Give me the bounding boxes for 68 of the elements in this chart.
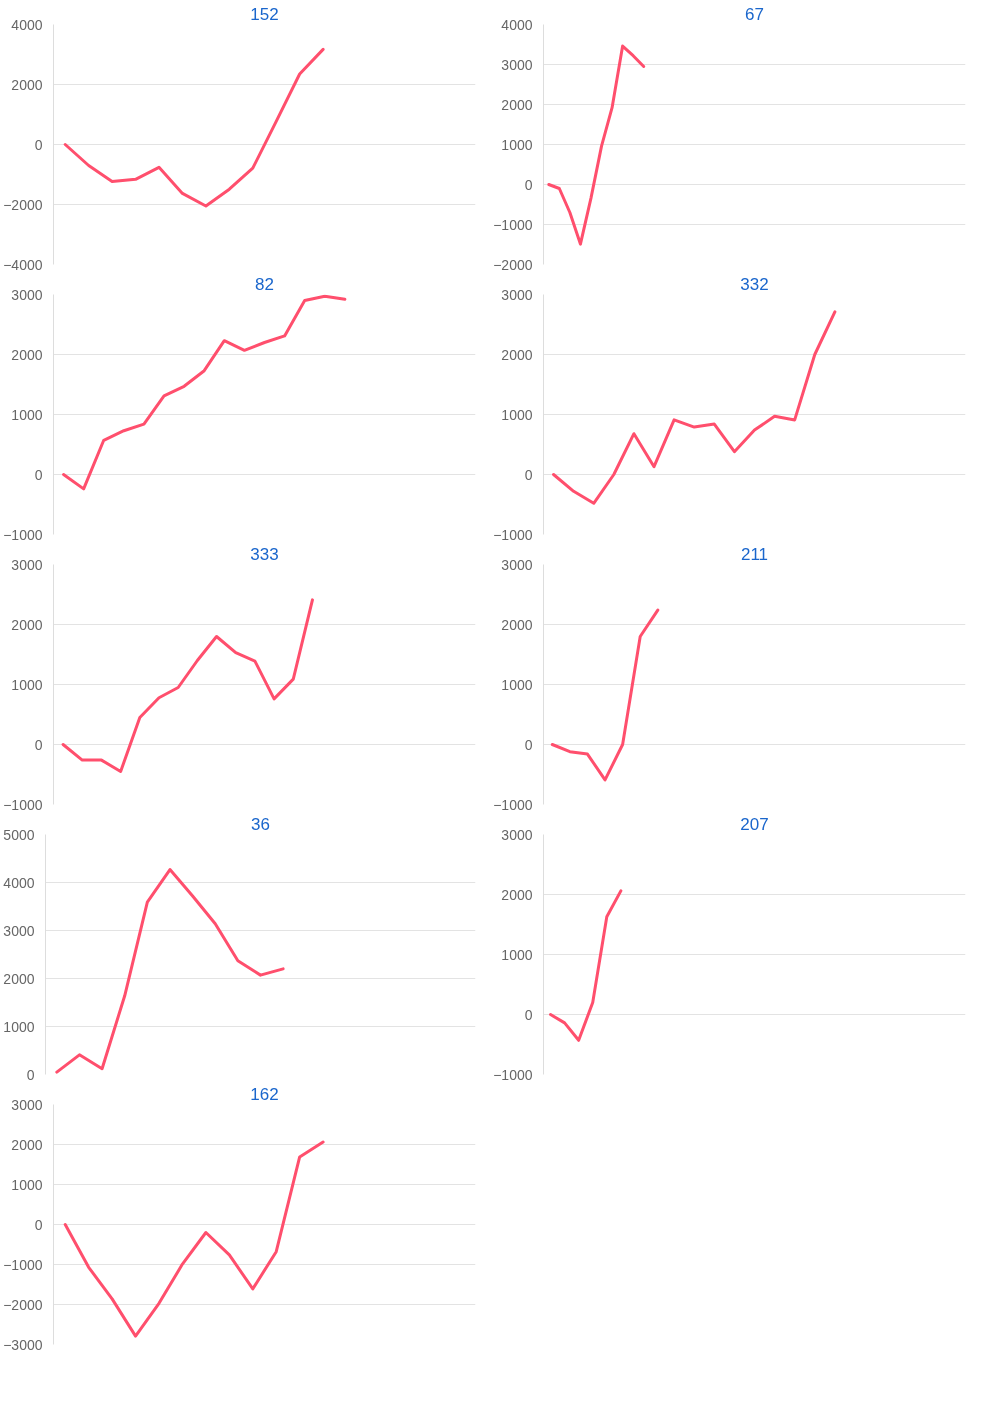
y-tick-label: −2000 [493,256,533,273]
y-tick-label: −4000 [3,256,43,273]
y-tick-label: 2000 [11,76,43,93]
y-tick-label: 0 [524,736,533,753]
y-tick-label: 3000 [11,286,43,303]
chart-title: 82 [255,274,274,294]
y-tick-label: 1000 [3,1018,35,1035]
line-series [63,47,325,208]
y-tick-label: −1000 [3,526,43,543]
y-tick-label: 3000 [501,826,533,843]
line-series [55,868,285,1074]
chart-title: 162 [250,1084,279,1104]
y-tick-label: 0 [34,1216,43,1233]
y-tick-label: 1000 [501,406,533,423]
line-series [552,310,837,505]
y-tick-label: 2000 [501,96,533,113]
chart-title: 211 [740,544,769,564]
y-tick-label: 1000 [501,946,533,963]
y-tick-label: 3000 [501,556,533,573]
y-tick-label: 3000 [501,286,533,303]
y-tick-label: −1000 [493,796,533,813]
y-tick-label: 2000 [11,616,43,633]
y-tick-label: 0 [34,736,43,753]
y-tick-label: 4000 [501,16,533,33]
y-tick-label: −2000 [3,1296,43,1313]
y-tick-label: 1000 [501,676,533,693]
y-tick-label: 3000 [501,56,533,73]
y-tick-label: 2000 [501,616,533,633]
line-series [549,889,623,1042]
y-tick-label: 0 [524,176,533,193]
y-tick-label: 1000 [11,1176,43,1193]
y-tick-label: 0 [26,1066,35,1083]
chart-title: 67 [745,4,764,24]
line-series [61,598,314,773]
y-tick-label: 1000 [11,676,43,693]
line-series [547,44,646,246]
y-tick-label: 3000 [11,556,43,573]
y-tick-label: 1000 [501,136,533,153]
y-tick-label: 2000 [501,346,533,363]
y-tick-label: 4000 [11,16,43,33]
y-tick-label: 2000 [501,886,533,903]
y-tick-label: 2000 [3,970,35,987]
y-tick-label: 5000 [3,826,35,843]
y-tick-label: −1000 [493,526,533,543]
chart-title: 207 [740,814,769,834]
y-tick-label: −1000 [3,796,43,813]
y-tick-label: 0 [524,1006,533,1023]
line-series [550,608,660,782]
y-tick-label: 3000 [3,922,35,939]
y-tick-label: 0 [524,466,533,483]
y-tick-label: 1000 [11,406,43,423]
y-tick-label: 4000 [3,874,35,891]
chart-title: 332 [740,274,769,294]
chart-title: 152 [250,4,279,24]
line-series [63,1140,325,1338]
y-tick-label: 0 [34,136,43,153]
y-tick-label: −1000 [493,216,533,233]
y-tick-label: 2000 [11,1136,43,1153]
y-tick-label: −3000 [3,1336,43,1353]
chart-title: 333 [250,544,279,564]
chart-title: 36 [251,814,270,834]
y-tick-label: −1000 [3,1256,43,1273]
y-tick-label: −2000 [3,196,43,213]
line-series [62,294,347,491]
y-tick-label: 0 [34,466,43,483]
y-tick-label: 3000 [11,1096,43,1113]
y-tick-label: −1000 [493,1066,533,1083]
y-tick-label: 2000 [11,346,43,363]
